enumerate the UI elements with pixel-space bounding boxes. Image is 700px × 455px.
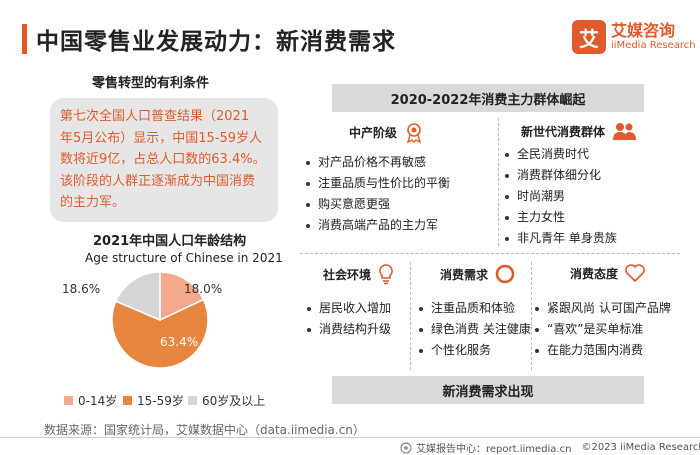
pie-slice-2 — [114, 271, 161, 322]
top-banner: 2020-2022年消费主力群体崛起 — [332, 84, 644, 112]
new-gen-list: 全民消费时代 消费群体细分化 时尚潮男 主力女性 非凡青年 单身贵族 — [505, 144, 617, 249]
divider — [300, 253, 680, 254]
list-item: “喜欢”是买单标准 — [535, 319, 671, 340]
list-item: 时尚潮男 — [505, 186, 617, 207]
list-item: 紧跟风尚 认可国产品牌 — [535, 298, 671, 319]
social-list: 居民收入增加 消费结构升级 — [307, 298, 391, 340]
legend-item-0-14: 0-14岁 — [64, 392, 117, 409]
logo-mark: 艾 — [572, 20, 606, 54]
conditions-title: 零售转型的有利条件 — [92, 76, 210, 91]
footer-copyright: ©2023 iiMedia Research Inc — [581, 442, 700, 453]
list-item: 全民消费时代 — [505, 144, 617, 165]
legend-swatch — [123, 396, 132, 405]
age-chart-title: 2021年中国人口年龄结构 — [93, 234, 247, 249]
list-item: 绿色消费 关注健康 — [419, 319, 531, 340]
age-chart-subtitle: Age structure of Chinese in 2021 — [85, 251, 283, 265]
pie-label-60plus: 18.6% — [62, 282, 101, 296]
pie-label-0-14: 18.0% — [184, 282, 223, 296]
brand-logo: 艾 艾媒咨询 iiMedia Research — [572, 20, 696, 54]
page-title: 中国零售业发展动力：新消费需求 — [36, 29, 396, 55]
list-item: 消费群体细分化 — [505, 165, 617, 186]
census-box: 第七次全国人口普查结果（2021 年5月公布）显示，中国15-59岁人 数将近9… — [50, 98, 278, 222]
footer-divider — [0, 437, 700, 438]
list-item: 居民收入增加 — [307, 298, 391, 319]
medal-icon — [403, 121, 425, 143]
list-item: 消费结构升级 — [307, 319, 391, 340]
list-item: 对产品价格不再敏感 — [306, 152, 450, 173]
age-pie-chart — [111, 271, 209, 369]
lightbulb-icon — [377, 263, 395, 285]
social-heading: 社会环境 — [323, 263, 395, 285]
list-item: 个性化服务 — [419, 340, 531, 361]
footer-brand[interactable]: 艾媒报告中心：report.iimedia.cn — [416, 444, 572, 455]
legend-swatch — [64, 396, 73, 405]
list-item: 注重品质和体验 — [419, 298, 531, 319]
divider — [531, 262, 532, 370]
divider — [498, 118, 499, 246]
middle-class-heading: 中产阶级 — [349, 121, 425, 143]
pie-slice-1 — [111, 298, 209, 369]
legend-item-60plus: 60岁及以上 — [188, 392, 265, 409]
census-text: 第七次全国人口普查结果（2021 年5月公布）显示，中国15-59岁人 数将近9… — [60, 109, 266, 210]
legend-swatch — [188, 396, 197, 405]
report-center-icon — [400, 441, 412, 454]
legend-item-15-59: 15-59岁 — [123, 392, 184, 409]
list-item: 主力女性 — [505, 207, 617, 228]
heart-icon — [624, 263, 646, 283]
demand-heading: 消费需求 — [440, 263, 516, 285]
middle-class-list: 对产品价格不再敏感 注重品质与性价比的平衡 购买意愿更强 消费高端产品的主力军 — [306, 152, 450, 236]
list-item: 购买意愿更强 — [306, 194, 450, 215]
logo-name-en: iiMedia Research — [611, 40, 696, 51]
logo-name-cn: 艾媒咨询 — [611, 21, 676, 40]
list-item: 消费高端产品的主力军 — [306, 215, 450, 236]
pie-label-15-59: 63.4% — [160, 335, 199, 349]
list-item: 非凡青年 单身贵族 — [505, 228, 617, 249]
divider — [410, 262, 411, 370]
title-accent-bar — [22, 24, 27, 54]
footer: 艾媒报告中心：report.iimedia.cn ©2023 iiMedia R… — [400, 440, 700, 455]
list-item: 注重品质与性价比的平衡 — [306, 173, 450, 194]
new-gen-heading: 新世代消费群体 — [521, 121, 637, 141]
data-source: 数据来源：国家统计局，艾媒数据中心（data.iimedia.cn） — [44, 423, 365, 437]
attitude-list: 紧跟风尚 认可国产品牌 “喜欢”是买单标准 在能力范围内消费 — [535, 298, 671, 361]
demand-list: 注重品质和体验 绿色消费 关注健康 个性化服务 — [419, 298, 531, 361]
people-icon — [611, 121, 637, 141]
attitude-heading: 消费态度 — [570, 263, 646, 283]
list-item: 在能力范围内消费 — [535, 340, 671, 361]
bottom-banner: 新消费需求出现 — [332, 376, 644, 404]
ring-icon — [494, 263, 516, 285]
pie-slice-0 — [159, 271, 205, 322]
